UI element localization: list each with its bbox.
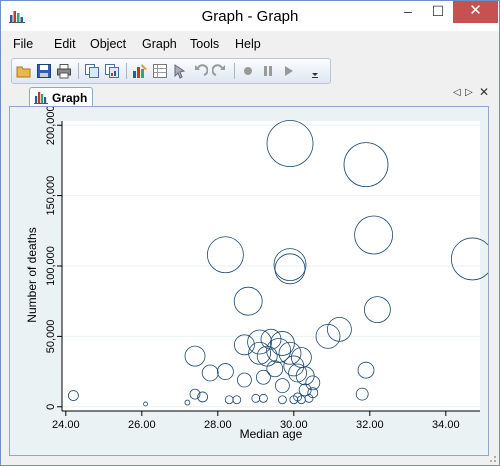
data-point — [266, 120, 314, 167]
data-point — [143, 401, 149, 407]
data-point — [236, 372, 252, 388]
data-point — [357, 361, 375, 379]
y-tick-label: 0 — [45, 404, 57, 410]
copy-icon[interactable] — [84, 63, 100, 79]
data-point — [326, 316, 352, 342]
data-point — [304, 393, 314, 403]
menu-help[interactable]: Help — [235, 37, 261, 51]
resize-grip-icon[interactable] — [487, 453, 497, 463]
scatter-chart: 0 50,000 100,000 150,000 200,000 24.00 26.00 2… — [25, 105, 494, 441]
pointer-icon[interactable] — [172, 63, 188, 79]
print-icon[interactable] — [56, 63, 72, 79]
redo-icon[interactable] — [212, 63, 228, 79]
data-point — [273, 248, 307, 281]
maximize-button[interactable]: ☐ — [431, 3, 445, 19]
data-point — [278, 341, 302, 365]
bar-chart-icon — [34, 92, 48, 104]
y-tick-label: 150,000 — [45, 176, 57, 216]
data-point — [315, 323, 341, 349]
data-point — [233, 286, 263, 316]
data-point — [184, 345, 206, 367]
menu-tools[interactable]: Tools — [190, 37, 220, 51]
menu-edit[interactable]: Edit — [54, 37, 76, 51]
data-point — [184, 399, 191, 406]
graph-editor-icon[interactable] — [132, 63, 148, 79]
play-icon[interactable] — [280, 63, 296, 79]
menu-graph[interactable]: Graph — [142, 37, 177, 51]
data-point — [258, 393, 268, 403]
document-tab-strip: Graph ◁ ▷ ✕ — [1, 85, 499, 108]
minimize-button[interactable]: – — [404, 3, 412, 19]
y-tick-label: 100,000 — [45, 246, 57, 286]
data-point — [233, 334, 255, 356]
menu-object[interactable]: Object — [90, 37, 127, 51]
window-title: Graph - Graph — [201, 8, 299, 25]
data-point — [255, 369, 271, 385]
data-point — [274, 253, 306, 285]
data-point — [189, 388, 201, 400]
data-point — [354, 215, 394, 255]
x-tick-label: 32.00 — [356, 419, 384, 431]
data-point — [206, 236, 244, 274]
data-point — [298, 383, 312, 397]
data-point — [197, 391, 209, 403]
pause-icon[interactable] — [260, 63, 276, 79]
bar-chart-app-icon — [9, 11, 25, 23]
record-icon[interactable] — [240, 63, 256, 79]
data-point — [216, 363, 234, 380]
data-point — [68, 390, 79, 401]
data-point — [248, 341, 272, 365]
data-point — [232, 395, 242, 405]
x-tick-label: 30.00 — [280, 419, 308, 431]
toolbar — [11, 58, 331, 84]
data-editor-icon[interactable] — [152, 63, 168, 79]
tab-prev-button[interactable]: ◁ — [453, 87, 461, 98]
save-icon[interactable] — [36, 63, 52, 79]
x-tick-label: 34.00 — [432, 419, 460, 431]
open-folder-icon[interactable] — [16, 63, 32, 79]
data-point — [266, 360, 284, 378]
data-point — [355, 387, 369, 401]
y-tick-label: 200,000 — [45, 107, 57, 145]
data-point — [293, 392, 303, 402]
tab-graph-label: Graph — [52, 91, 88, 105]
data-point — [274, 378, 290, 394]
data-point — [343, 142, 389, 188]
tab-next-button[interactable]: ▷ — [465, 87, 473, 98]
data-point — [260, 328, 282, 350]
x-tick-label: 26.00 — [128, 419, 156, 431]
data-point — [247, 329, 273, 355]
y-axis-title: Number of deaths — [25, 227, 39, 322]
close-button[interactable]: ✕ — [453, 1, 498, 23]
data-point — [363, 296, 391, 324]
tab-close-button[interactable]: ✕ — [479, 85, 490, 99]
data-point — [305, 375, 321, 391]
toolbar-options-icon[interactable] — [310, 63, 320, 79]
undo-icon[interactable] — [192, 63, 208, 79]
data-point — [277, 395, 287, 405]
data-point — [266, 338, 292, 363]
title-bar[interactable]: Graph - Graph – ☐ ✕ — [1, 1, 499, 31]
data-point — [201, 364, 219, 382]
y-tick-label: 50,000 — [45, 320, 57, 354]
copy-graph-icon[interactable] — [104, 63, 120, 79]
graph-canvas[interactable]: 0 50,000 100,000 150,000 200,000 24.00 26.00 2… — [9, 105, 494, 456]
x-tick-label: 24.00 — [52, 419, 80, 431]
menu-bar: File Edit Object Graph Tools Help — [1, 34, 499, 54]
x-axis-title: Median age — [240, 427, 303, 441]
x-tick-label: 28.00 — [204, 419, 232, 431]
data-point — [288, 363, 308, 383]
tab-graph[interactable]: Graph — [29, 87, 93, 108]
menu-file[interactable]: File — [13, 37, 34, 51]
